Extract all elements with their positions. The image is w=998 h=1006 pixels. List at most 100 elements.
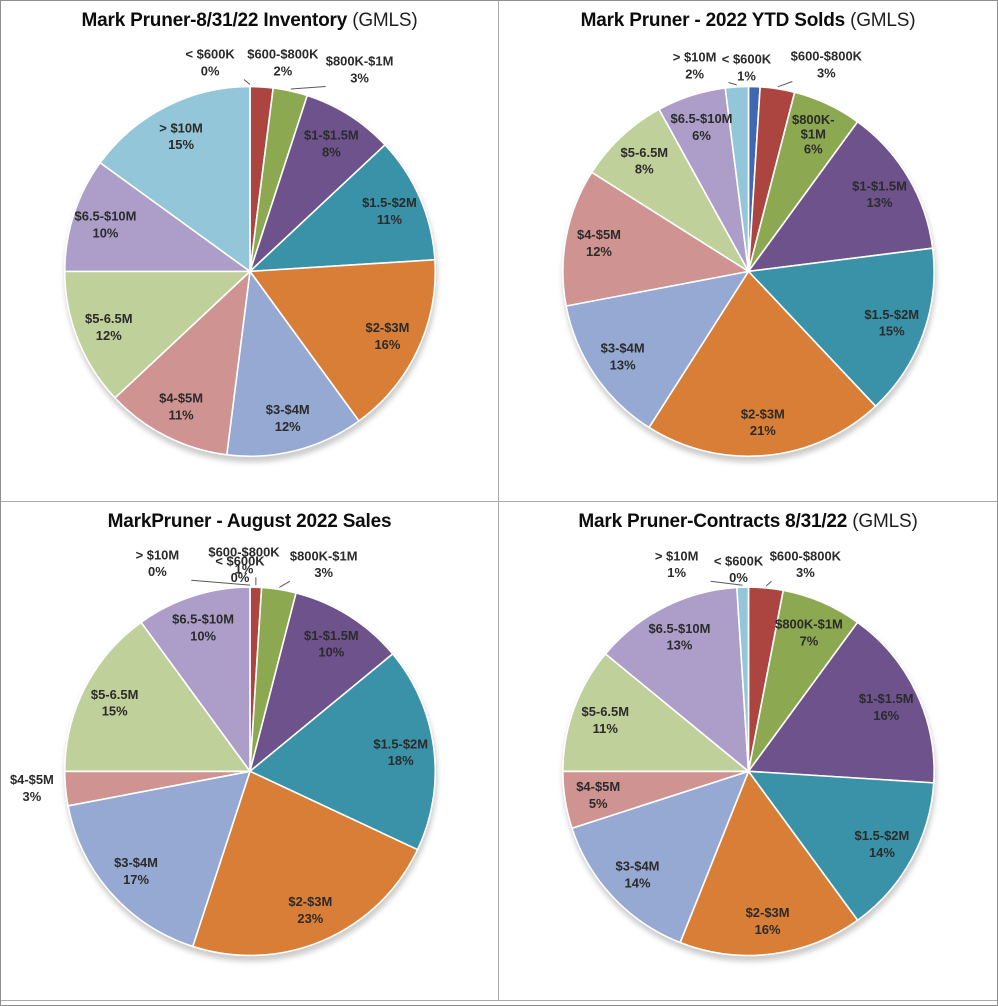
pie-label-4: $1.5-$2M 18% [373,736,428,768]
chart-title-main: MarkPruner - August 2022 Sales [107,511,392,532]
pie-label-5: $2-$3M 16% [366,320,410,352]
pie-label-5: $2-$3M 16% [746,905,790,937]
pie-label-6: $3-$4M 13% [601,341,645,373]
pie-label-3: $1-$1.5M 8% [304,127,359,159]
pie-label-0: < $600K 0% [186,47,236,79]
pie-slice-9 [604,586,750,773]
pie-label-9: $6.5-$10M 13% [648,621,710,653]
label-leader-line [191,579,251,586]
pie-slice-3 [747,621,935,784]
label-leader-line [728,82,737,86]
pie-label-7: $4-$5M 11% [159,391,203,423]
pie-slice-5 [648,270,877,458]
pie-slice-8 [562,653,750,773]
pie-label-5: $2-$3M 23% [288,894,332,926]
chart-cell-august-sales: MarkPruner - August 2022 Sales < $600K 0%… [1,502,499,1001]
chart-title-ytd-solds: Mark Pruner - 2022 YTD Solds (GMLS) [499,10,997,32]
pie-label-8: $5-6.5M 12% [85,311,132,343]
pie-slice-3 [747,121,934,273]
pie-label-3: $1-$1.5M 13% [852,178,907,210]
pie-label-0: < $600K 0% [714,553,764,585]
pie-label-8: $5-6.5M 11% [582,704,630,736]
pie-inventory: < $600K 0% $600-$800K 2%$800K-$1M 3% $1-$1.5M… [63,47,438,463]
pie-label-7: $4-$5M 5% [576,779,620,811]
pie-label-3: $1-$1.5M 16% [859,691,914,723]
chart-cell-inventory: Mark Pruner-8/31/22 Inventory (GMLS) < $… [1,1,499,502]
chart-title-august-sales: MarkPruner - August 2022 Sales [1,511,498,533]
pie-slice-10 [724,85,750,273]
pie-slice-10 [99,85,251,273]
pie-label-0: < $600K 0% [215,553,265,585]
pie-august-sales: < $600K 0%$600-$800K 1% $800K-$1M 3% $1-$1.5M… [10,544,438,962]
pie-label-1: $600-$800K 1% [208,544,280,576]
pie-label-10: > $10M 15% [159,120,203,152]
pie-label-6: $3-$4M 14% [616,859,660,891]
pie-slice-3 [249,592,394,773]
pie-label-8: $5-6.5M 8% [621,145,669,177]
pie-ytd-solds: < $600K 1% $600-$800K 3% $800K-$1M 6% $1-$1.5M… [562,49,937,463]
pie-label-1: $600-$800K 2% [247,47,319,79]
chart-cell-ytd-solds: Mark Pruner - 2022 YTD Solds (GMLS) < $6… [499,1,997,502]
pie-label-2: $800K-$1M 3% [326,54,394,86]
pie-label-9: $6.5-$10M 10% [172,612,234,644]
pie-contracts: < $600K 0%$600-$800K 3% $800K-$1M 7% $1-$1.5M… [562,548,937,962]
pie-label-4: $1.5-$2M 14% [855,828,910,860]
pie-label-2: $800K-$1M 7% [775,617,843,649]
chart-cell-contracts: Mark Pruner-Contracts 8/31/22 (GMLS) < $… [499,502,997,1001]
pie-slice-4 [747,247,935,407]
chart-title-suffix: (GMLS) [352,10,418,31]
chart-title-main: Mark Pruner-8/31/22 Inventory [81,10,348,31]
pie-label-10: > $10M 1% [655,548,699,580]
pie-label-4: $1.5-$2M 11% [362,195,417,227]
pie-label-1: $600-$800K 3% [791,49,863,81]
chart-title-suffix: (GMLS) [850,10,916,31]
pie-slice-5 [249,258,437,422]
pie-label-4: $1.5-$2M 15% [864,307,919,339]
pie-label-10: > $10M 0% [136,547,179,579]
pie-slice-10 [736,586,750,773]
pie-slice-7 [562,171,750,307]
pie-label-3: $1-$1.5M 10% [304,628,359,660]
pie-label-6: $3-$4M 17% [114,855,158,887]
pie-label-7: $4-$5M 12% [577,227,621,259]
pie-slice-4 [249,144,436,273]
pie-label-7: $4-$5M 3% [10,772,54,804]
pie-label-9: $6.5-$10M 10% [75,209,137,241]
label-leader-line [710,580,743,586]
pie-slice-7 [114,270,251,456]
pie-slice-8 [63,270,251,399]
pie-slice-4 [249,653,437,851]
chart-title-main: Mark Pruner - 2022 YTD Solds [580,10,846,31]
label-leader-line [290,85,326,90]
pie-label-9: $6.5-$10M 6% [671,111,733,143]
pie-label-2: $800K-$1M 3% [290,548,358,580]
pie-slice-6 [565,270,750,429]
pie-label-0: < $600K 1% [722,52,772,84]
pie-label-1: $600-$800K 3% [770,548,842,580]
pie-slice-4 [747,770,935,922]
label-leader-line [243,79,251,85]
pie-slice-6 [225,270,360,458]
pie-slice-6 [67,770,251,948]
pie-slice-5 [679,770,859,957]
chart-title-suffix: (GMLS) [852,511,918,532]
chart-title-main: Mark Pruner-Contracts 8/31/22 [578,511,848,532]
pie-label-5: $2-$3M 21% [741,406,785,438]
pie-slice-9 [140,586,251,773]
pie-label-10: > $10M 2% [673,50,717,82]
label-leader-line [777,81,793,88]
pie-label-8: $5-6.5M 15% [91,687,138,719]
pie-slice-9 [63,161,251,273]
chart-title-contracts: Mark Pruner-Contracts 8/31/22 (GMLS) [499,511,997,533]
label-leader-line [279,580,291,588]
pie-label-6: $3-$4M 12% [266,402,310,434]
pie-slice-8 [63,621,251,773]
pie-slice-5 [191,770,419,957]
label-leader-line [765,580,772,587]
pie-slice-3 [249,94,386,273]
pie-label-2: $800K-$1M 6% [792,112,835,157]
chart-title-inventory: Mark Pruner-8/31/22 Inventory (GMLS) [1,10,498,32]
pie-slice-8 [590,108,750,273]
